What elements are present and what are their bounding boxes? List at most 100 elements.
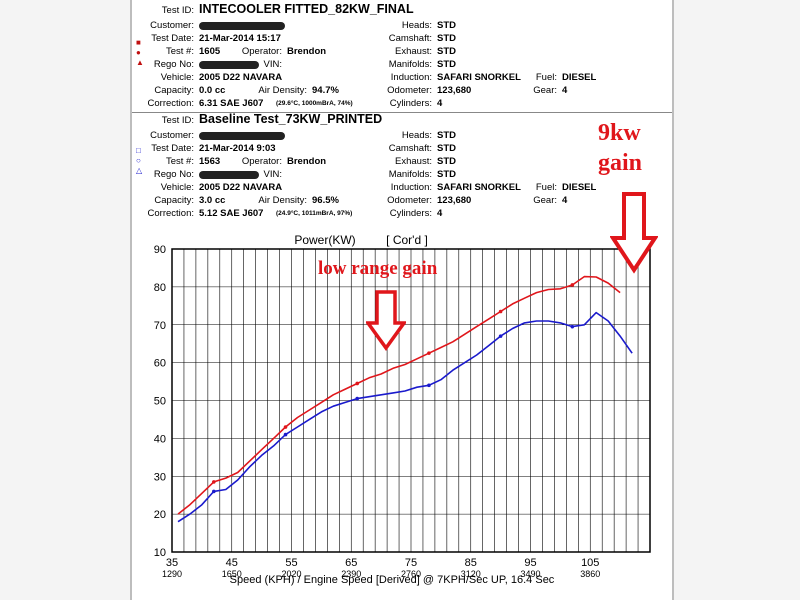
run2-fuel: DIESEL bbox=[562, 182, 597, 193]
run1-fuel-label: Fuel: bbox=[535, 72, 557, 83]
low-range-arrow-icon bbox=[366, 290, 406, 351]
run2-rego-redacted bbox=[199, 171, 259, 179]
run2-test-no-label: Test #: bbox=[166, 156, 194, 167]
run2-capacity-label: Capacity: bbox=[154, 195, 194, 206]
run1-power-line bbox=[177, 275, 621, 515]
run1-odometer-label: Odometer: bbox=[387, 85, 432, 96]
run1-cylinders: 4 bbox=[437, 98, 443, 109]
run1-marker-square: ■ bbox=[136, 38, 141, 47]
run2-capacity: 3.0 cc bbox=[199, 195, 226, 206]
run1-rego-label: Rego No: bbox=[153, 59, 194, 70]
x-tick-label: 85 bbox=[465, 557, 477, 569]
run2-point bbox=[212, 489, 216, 494]
run2-point bbox=[427, 383, 431, 388]
run1-manifolds-label: Manifolds: bbox=[388, 59, 432, 70]
run2-point bbox=[355, 396, 360, 401]
run2-operator-label: Operator: bbox=[241, 156, 282, 167]
run2-odometer-label: Odometer: bbox=[387, 195, 432, 206]
run2-vehicle: 2005 D22 NAVARA bbox=[199, 182, 283, 193]
y-tick-label: 20 bbox=[154, 509, 166, 521]
x-tick-label: 55 bbox=[285, 557, 297, 569]
run1-vehicle: 2005 D22 NAVARA bbox=[199, 72, 283, 83]
run2-point bbox=[498, 334, 503, 338]
x-tick-rpm-label: 3860 bbox=[580, 569, 600, 579]
x-tick-rpm-label: 2020 bbox=[281, 569, 301, 579]
run2-operator: Brendon bbox=[287, 156, 327, 167]
grid bbox=[172, 249, 650, 552]
y-tick-label: 70 bbox=[154, 320, 166, 332]
run1-point bbox=[427, 351, 431, 355]
y-tick-label: 90 bbox=[154, 244, 166, 256]
run2-rego-label: Rego No: bbox=[153, 169, 194, 180]
run1-customer-label: Customer: bbox=[150, 20, 194, 31]
run2-test-date-label: Test Date: bbox=[151, 143, 194, 154]
gain-annotation-bottom: gain bbox=[598, 150, 643, 176]
x-tick-label: 65 bbox=[345, 557, 357, 569]
run2-marker-circle: ○ bbox=[136, 156, 141, 165]
x-tick-label: 45 bbox=[226, 557, 238, 569]
run2-test-id: Baseline Test_73KW_PRINTED bbox=[199, 112, 383, 126]
run1-vehicle-label: Vehicle: bbox=[160, 72, 194, 83]
run2-correction-note: (24.9°C, 1011mBrA, 97%) bbox=[276, 210, 353, 217]
run2-exhaust: STD bbox=[437, 156, 456, 167]
run1-point bbox=[355, 381, 360, 386]
run1-correction-note: (29.6°C, 1000mBrA, 74%) bbox=[276, 100, 353, 107]
run2-customer-redacted bbox=[199, 132, 285, 140]
run2-legend-marks: □ ○ △ bbox=[136, 146, 142, 176]
y-tick-label: 80 bbox=[154, 282, 166, 294]
run1-point bbox=[283, 425, 288, 429]
run1-test-id-label: Test ID: bbox=[161, 5, 194, 16]
run1-gear-label: Gear: bbox=[533, 85, 557, 96]
run2-vin-label: VIN: bbox=[263, 169, 282, 180]
run2-heads: STD bbox=[437, 130, 456, 141]
x-tick-rpm-label: 2760 bbox=[401, 569, 421, 579]
x-tick-rpm-label: 3490 bbox=[520, 569, 540, 579]
run1-odometer: 123,680 bbox=[437, 85, 472, 96]
x-tick-rpm-label: 1650 bbox=[222, 569, 242, 579]
gain-annotation-top: 9kw bbox=[598, 120, 641, 146]
run1-manifolds: STD bbox=[437, 59, 456, 70]
y-tick-label: 50 bbox=[154, 396, 166, 408]
run1-correction: 6.31 SAE J607 bbox=[199, 98, 264, 109]
run1-capacity-label: Capacity: bbox=[154, 85, 194, 96]
run1-cylinders-label: Cylinders: bbox=[389, 98, 432, 109]
power-chart: Power(KW) [ Cor'd ] 10 20 30 40 50 60 70 80 90 3… bbox=[154, 233, 651, 586]
run1-rego-redacted bbox=[199, 61, 259, 69]
run1-test-date: 21-Mar-2014 15:17 bbox=[199, 33, 281, 44]
run1-test-id: INTECOOLER FITTED_82KW_FINAL bbox=[199, 2, 414, 16]
run1-test-no: 1605 bbox=[199, 46, 221, 57]
run2-test-id-label: Test ID: bbox=[161, 115, 194, 126]
run2-correction: 5.12 SAE J607 bbox=[199, 208, 264, 219]
run2-test-date: 21-Mar-2014 9:03 bbox=[199, 143, 276, 154]
run1-marker-triangle: ▲ bbox=[136, 58, 144, 67]
x-tick-label: 75 bbox=[405, 557, 417, 569]
run1-operator-label: Operator: bbox=[241, 46, 282, 57]
run1-camshaft-label: Camshaft: bbox=[388, 33, 432, 44]
run1-capacity: 0.0 cc bbox=[199, 85, 226, 96]
run1-air-density-label: Air Density: bbox=[258, 85, 307, 96]
run2-cylinders-label: Cylinders: bbox=[389, 208, 432, 219]
y-tick-label: 10 bbox=[154, 547, 166, 559]
x-tick-label: 95 bbox=[524, 557, 536, 569]
run1-test-no-label: Test #: bbox=[166, 46, 194, 57]
run1-air-density: 94.7% bbox=[312, 85, 339, 96]
run2-cylinders: 4 bbox=[437, 208, 443, 219]
run1-gear: 4 bbox=[562, 85, 568, 96]
chart-title: Power(KW) bbox=[294, 233, 355, 247]
run2-point bbox=[570, 324, 575, 329]
run1-heads: STD bbox=[437, 20, 456, 31]
run2-gear-label: Gear: bbox=[533, 195, 557, 206]
run2-induction-label: Induction: bbox=[390, 182, 432, 193]
run1-vin-label: VIN: bbox=[263, 59, 282, 70]
run2-odometer: 123,680 bbox=[437, 195, 472, 206]
low-range-gain-annotation: low range gain bbox=[318, 258, 438, 279]
run1-point bbox=[498, 309, 503, 314]
run2-customer-label: Customer: bbox=[150, 130, 194, 141]
run1-correction-label: Correction: bbox=[147, 98, 194, 109]
run2-manifolds-label: Manifolds: bbox=[388, 169, 432, 180]
run2-induction: SAFARI SNORKEL bbox=[437, 182, 521, 193]
run2-marker-square: □ bbox=[136, 146, 141, 155]
run2-manifolds: STD bbox=[437, 169, 456, 180]
run2-heads-label: Heads: bbox=[401, 130, 432, 141]
